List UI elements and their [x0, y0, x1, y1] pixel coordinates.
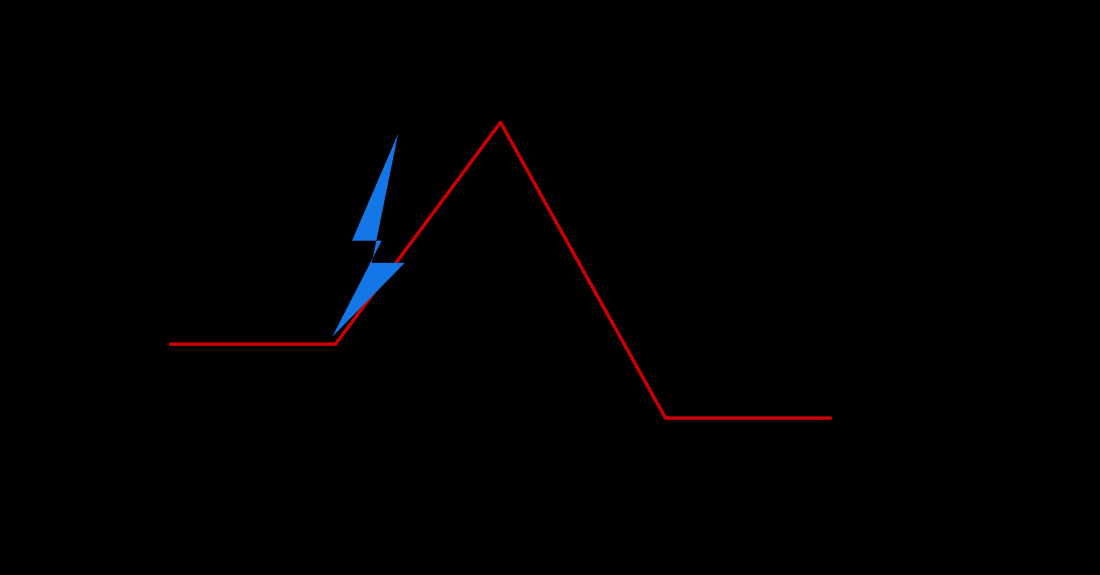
Polygon shape [332, 133, 405, 337]
